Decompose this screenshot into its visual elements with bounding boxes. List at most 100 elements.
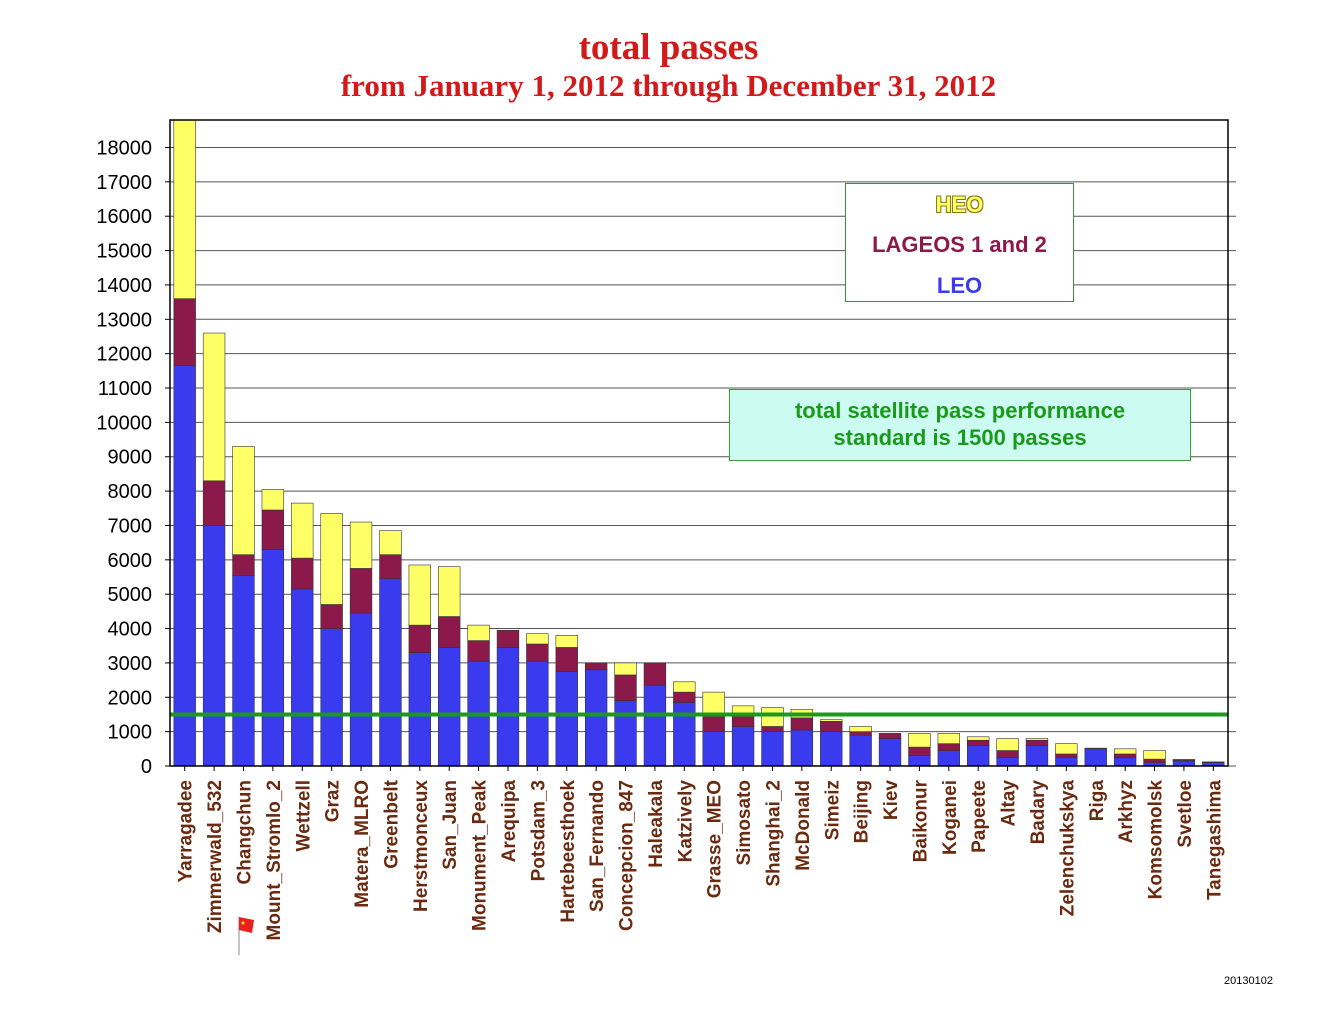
x-tick-label: Herstmonceux — [411, 780, 432, 912]
x-tick-label: Katzively — [675, 780, 696, 863]
y-tick-label: 13000 — [96, 309, 152, 331]
bar-segment — [526, 633, 549, 645]
bar-segment — [467, 640, 490, 662]
note-line-2: standard is 1500 passes — [833, 425, 1087, 450]
bar-segment — [937, 733, 960, 744]
bar-segment — [996, 757, 1019, 767]
x-tick-label: Simosato — [734, 780, 755, 866]
bar-segment — [908, 755, 931, 767]
y-tick-label: 10000 — [96, 412, 152, 434]
bar-segment — [555, 671, 578, 767]
bar-segment — [967, 736, 990, 741]
y-tick-label: 11000 — [98, 378, 152, 400]
bar-segment — [1113, 748, 1137, 755]
bar-segment — [173, 119, 196, 299]
bar-segment — [1172, 760, 1196, 767]
x-tick-label: Riga — [1087, 780, 1108, 822]
x-tick-label: Mount_Stromlo_2 — [264, 780, 285, 940]
x-tick-label: Concepcion_847 — [617, 780, 638, 931]
x-tick-label: Matera_MLRO — [352, 780, 373, 908]
bar-segment — [1202, 761, 1225, 763]
bar-segment — [761, 707, 784, 727]
bar-segment — [790, 729, 814, 767]
x-tick-label: Greenbelt — [381, 779, 402, 868]
x-tick-label: Hartebeesthoek — [558, 780, 579, 923]
bar-segment — [232, 554, 255, 576]
y-tick-label: 3000 — [108, 653, 153, 675]
bar-segment — [291, 557, 314, 590]
x-tick-label: Badary — [1028, 780, 1049, 845]
bar-segment — [731, 726, 755, 767]
bar-segment — [761, 731, 784, 767]
legend-leo: LEO — [936, 273, 983, 298]
bar-segment — [673, 681, 696, 693]
bar-segment — [232, 574, 255, 767]
bar-segment — [349, 568, 373, 614]
bar-segment — [1143, 758, 1166, 763]
bar-segment — [996, 738, 1019, 751]
bar-segment — [1113, 753, 1137, 758]
y-tick-label: 17000 — [96, 172, 152, 194]
bar-segment — [820, 721, 843, 732]
y-tick-label: 6000 — [108, 550, 153, 572]
bar-segment — [379, 578, 402, 767]
x-tick-label: Yarragadee — [176, 780, 197, 882]
x-tick-label: Papeete — [969, 780, 990, 853]
y-tick-label: 4000 — [108, 619, 153, 641]
bar-segment — [614, 662, 637, 676]
bar-segment — [849, 726, 872, 732]
x-tick-label: San_Juan — [440, 780, 461, 870]
bar-segment — [614, 700, 637, 767]
x-tick-label: Shanghai_2 — [763, 780, 784, 887]
x-tick-label: Beijing — [852, 780, 873, 843]
bar-segment — [202, 332, 226, 482]
bar-segment — [584, 669, 608, 767]
bar-segment — [438, 616, 461, 648]
bar-segment — [408, 652, 431, 767]
bar-segment — [555, 647, 578, 672]
bar-segment — [261, 509, 285, 550]
bar-segment — [1025, 739, 1049, 746]
x-tick-label: Zelenchukskya — [1057, 780, 1078, 917]
y-tick-label: 18000 — [96, 137, 152, 159]
bar-segment — [967, 745, 990, 767]
bar-segment — [438, 647, 461, 767]
performance-standard-note: total satellite pass performance standar… — [729, 389, 1191, 461]
bar-segment — [584, 662, 608, 671]
x-tick-label: Svetloe — [1175, 780, 1196, 848]
plot-frame — [169, 119, 1229, 767]
bar-segment — [496, 629, 520, 648]
x-tick-label: Altay — [999, 780, 1020, 827]
bar-segment — [820, 731, 843, 767]
flag-icon — [238, 917, 254, 955]
bar-segment — [702, 731, 725, 767]
y-tick-label: 2000 — [108, 687, 153, 709]
x-tick-label: Graz — [323, 780, 344, 822]
bar-segment — [1055, 757, 1078, 767]
bar-segment — [496, 647, 520, 767]
y-tick-label: 0 — [141, 756, 152, 778]
x-tick-label: Koganei — [940, 780, 961, 855]
x-tick-label: Baikonur — [910, 779, 931, 862]
bar-segment — [643, 684, 667, 767]
bar-segment — [1025, 738, 1049, 741]
bar-segment — [937, 750, 960, 767]
x-tick-label: Grasse_MEO — [705, 780, 726, 898]
bar-segment — [349, 521, 373, 569]
bar-segment — [408, 564, 431, 626]
bar-segment — [643, 662, 667, 686]
bar-segment — [967, 739, 990, 746]
bar-segment — [408, 624, 431, 653]
x-tick-label: San_Fernando — [587, 780, 608, 912]
bar-segment — [1084, 748, 1107, 767]
bar-segment — [1143, 750, 1166, 760]
bar-segment — [261, 549, 285, 767]
bar-segment — [878, 733, 902, 739]
bar-segment — [1113, 757, 1137, 767]
bar-segment — [878, 738, 902, 767]
y-tick-label: 8000 — [108, 481, 153, 503]
y-tick-label: 12000 — [96, 344, 152, 366]
x-tick-label: Tanegashima — [1204, 780, 1225, 900]
x-tick-label: Haleakala — [646, 780, 667, 868]
bar-segment — [261, 489, 285, 511]
